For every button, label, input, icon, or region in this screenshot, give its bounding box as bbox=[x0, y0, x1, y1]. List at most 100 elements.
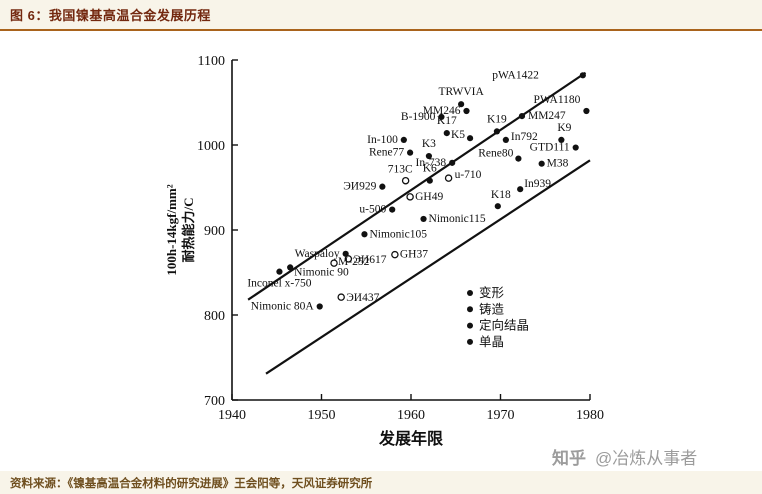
data-point-open bbox=[330, 259, 338, 267]
point-label: 713C bbox=[388, 164, 413, 176]
y-tick-label: 900 bbox=[204, 224, 225, 239]
watermark: 知乎 @冶炼从事者 bbox=[552, 444, 697, 469]
point-label: GH37 bbox=[400, 249, 428, 261]
data-point bbox=[572, 144, 579, 151]
point-label: MM247 bbox=[528, 110, 566, 122]
point-label: K3 bbox=[422, 138, 436, 150]
data-point bbox=[583, 107, 590, 115]
point-label: Rene80 bbox=[478, 148, 513, 160]
data-point-open bbox=[344, 255, 353, 263]
data-point bbox=[438, 113, 445, 121]
point-label: Waspaloy bbox=[295, 248, 340, 260]
data-point bbox=[538, 160, 545, 167]
x-tick-label: 1970 bbox=[487, 408, 515, 423]
point-label: K17 bbox=[437, 115, 457, 127]
x-tick-label: 1960 bbox=[397, 408, 425, 423]
point-label: ЭИ617 bbox=[353, 254, 386, 266]
point-label: In939 bbox=[524, 178, 551, 190]
x-tick-label: 1940 bbox=[218, 408, 246, 423]
point-label: PWA1180 bbox=[534, 94, 581, 106]
legend-label: 铸造 bbox=[479, 301, 505, 316]
data-point bbox=[518, 113, 526, 120]
legend-marker bbox=[467, 338, 473, 345]
legend-label: 定向结晶 bbox=[479, 318, 529, 333]
watermark-handle: @冶炼从事者 bbox=[595, 449, 698, 468]
point-label: GTD111 bbox=[530, 142, 570, 154]
point-label: u-500 bbox=[359, 204, 386, 216]
data-point bbox=[379, 183, 386, 190]
point-label: ЭИ437 bbox=[346, 292, 379, 304]
point-label: K5 bbox=[451, 129, 465, 141]
point-label: K19 bbox=[487, 113, 507, 125]
data-point bbox=[400, 136, 407, 143]
data-point bbox=[426, 177, 433, 184]
data-point bbox=[517, 186, 524, 193]
data-point bbox=[389, 206, 396, 213]
x-tick-label: 1980 bbox=[576, 408, 604, 423]
point-label: B-1900 bbox=[401, 111, 436, 123]
data-point-open bbox=[401, 176, 410, 185]
data-point bbox=[443, 130, 450, 137]
data-point bbox=[449, 159, 456, 166]
point-label: Nimonic115 bbox=[429, 213, 486, 225]
y-tick-label: 800 bbox=[204, 309, 225, 324]
point-label: Inconel x-750 bbox=[247, 278, 311, 290]
point-label: TRWVIA bbox=[438, 86, 484, 98]
point-label: M-252 bbox=[338, 256, 370, 268]
point-label: Nimonic 80A bbox=[251, 301, 315, 313]
legend-label: 单晶 bbox=[479, 335, 504, 349]
point-label: ЭИ929 bbox=[343, 181, 376, 193]
data-point bbox=[579, 72, 586, 79]
data-point bbox=[276, 268, 283, 275]
data-point bbox=[407, 149, 414, 156]
source-note: 资料来源：《镍基高温合金材料的研究进展》王会阳等，天风证券研究所 bbox=[10, 477, 373, 490]
point-label: In792 bbox=[511, 131, 538, 143]
point-label: MM246 bbox=[423, 105, 461, 117]
data-point-open bbox=[406, 193, 414, 201]
data-point bbox=[420, 215, 427, 223]
y-tick-label: 700 bbox=[204, 394, 225, 409]
data-point bbox=[361, 231, 368, 238]
data-point-open bbox=[337, 293, 345, 301]
point-label: In-738 bbox=[415, 157, 446, 169]
point-label: M38 bbox=[547, 158, 569, 170]
y-tick-label: 1000 bbox=[197, 139, 225, 154]
y-axis-label-units: 100h-14kgf/mm² bbox=[164, 184, 179, 275]
data-point bbox=[558, 136, 565, 143]
figure-header: 图 6：我国镍基高温合金发展历程 bbox=[0, 0, 762, 29]
legend-marker bbox=[467, 306, 473, 313]
point-label: In-100 bbox=[367, 134, 398, 146]
figure-title: 图 6：我国镍基高温合金发展历程 bbox=[10, 8, 211, 23]
point-label: GH49 bbox=[415, 191, 443, 203]
data-point bbox=[502, 136, 509, 143]
data-point bbox=[316, 303, 323, 310]
point-label: pWA1422 bbox=[492, 69, 539, 81]
data-point bbox=[287, 264, 294, 271]
x-tick-label: 1950 bbox=[308, 408, 336, 423]
data-point bbox=[466, 135, 474, 142]
legend-marker bbox=[467, 290, 473, 296]
point-label: u-710 bbox=[455, 169, 482, 181]
data-point bbox=[463, 107, 470, 115]
data-point bbox=[458, 101, 465, 108]
trend-line bbox=[247, 71, 587, 301]
point-label: Nimonic105 bbox=[369, 228, 427, 240]
header-divider bbox=[0, 29, 762, 31]
y-tick-label: 1100 bbox=[198, 54, 225, 69]
data-point bbox=[494, 203, 501, 210]
point-label: Rene77 bbox=[369, 147, 404, 159]
data-point bbox=[493, 128, 501, 135]
data-point-open bbox=[391, 250, 399, 259]
point-label: K18 bbox=[491, 189, 511, 201]
source-footer: 资料来源：《镍基高温合金材料的研究进展》王会阳等，天风证券研究所 bbox=[0, 471, 762, 494]
zhihu-logo-text: 知乎 bbox=[552, 449, 586, 468]
data-point bbox=[515, 155, 522, 162]
y-axis-label-name: 耐热能力/C bbox=[181, 197, 196, 262]
point-label: K6 bbox=[423, 163, 437, 175]
point-label: K9 bbox=[557, 122, 571, 134]
legend-marker bbox=[467, 322, 473, 329]
data-point bbox=[425, 152, 432, 160]
point-label: Nimonic 90 bbox=[294, 266, 349, 278]
legend-label: 变形 bbox=[479, 285, 505, 300]
